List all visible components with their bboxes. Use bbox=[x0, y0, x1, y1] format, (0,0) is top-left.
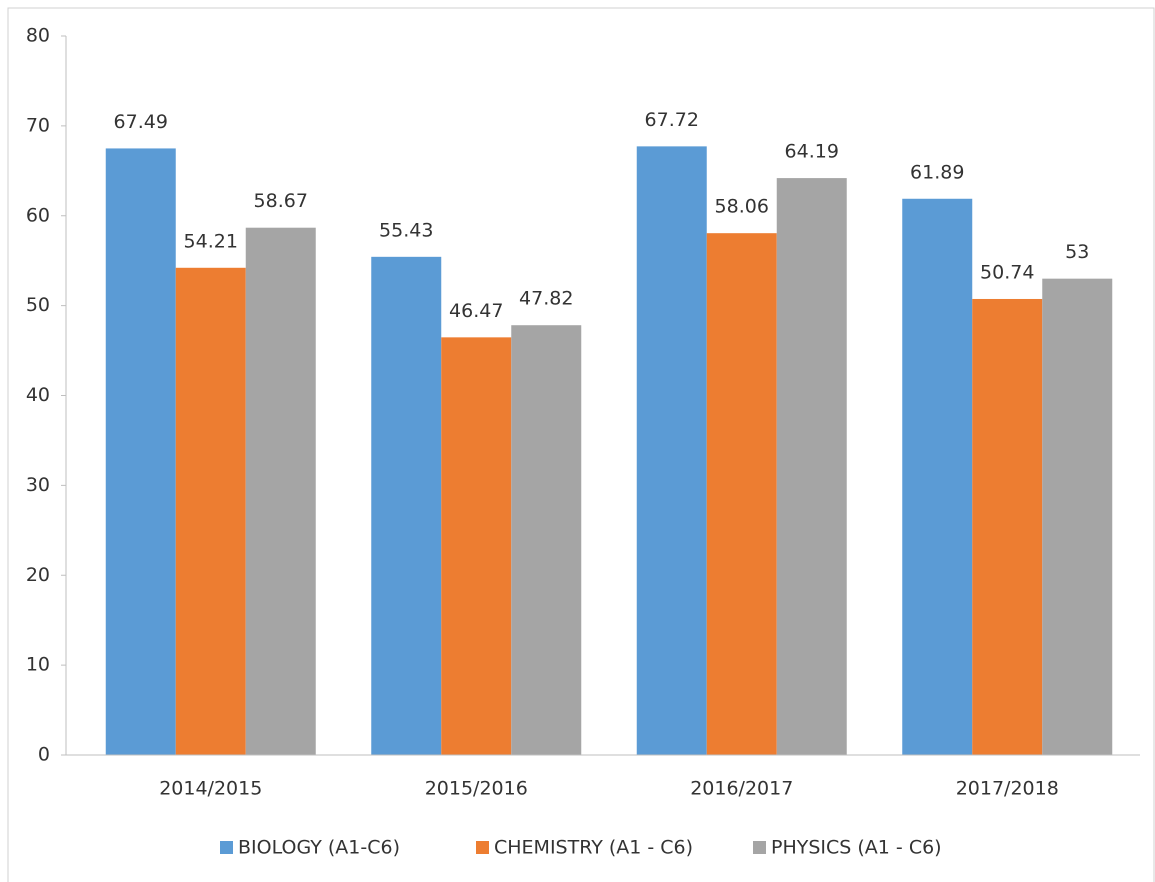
bar bbox=[636, 146, 707, 755]
bar bbox=[441, 337, 512, 755]
legend-swatch bbox=[753, 841, 766, 854]
bar bbox=[776, 178, 847, 755]
data-label: 64.19 bbox=[785, 141, 839, 163]
bar bbox=[1042, 278, 1113, 755]
data-label: 53 bbox=[1065, 241, 1089, 263]
x-tick-label: 2015/2016 bbox=[425, 778, 528, 800]
data-label: 47.82 bbox=[519, 288, 573, 310]
data-label: 58.06 bbox=[715, 196, 769, 218]
data-label: 67.72 bbox=[645, 109, 699, 131]
data-label: 50.74 bbox=[980, 261, 1034, 283]
bar bbox=[706, 233, 777, 756]
y-tick-label: 70 bbox=[26, 114, 50, 136]
bar bbox=[972, 298, 1043, 755]
legend-swatch bbox=[220, 841, 233, 854]
data-label: 54.21 bbox=[184, 230, 238, 252]
y-tick-label: 0 bbox=[38, 744, 50, 766]
legend-label: BIOLOGY (A1-C6) bbox=[238, 837, 400, 859]
bar bbox=[511, 325, 582, 755]
bar bbox=[902, 198, 973, 756]
x-tick-label: 2014/2015 bbox=[159, 778, 262, 800]
chart-frame bbox=[7, 7, 1155, 882]
y-tick-label: 40 bbox=[26, 384, 50, 406]
bar bbox=[105, 148, 176, 756]
legend-label: PHYSICS (A1 - C6) bbox=[771, 837, 942, 859]
data-label: 61.89 bbox=[910, 161, 964, 183]
data-label: 67.49 bbox=[114, 111, 168, 133]
bar bbox=[245, 227, 316, 755]
y-tick-label: 50 bbox=[26, 294, 50, 316]
x-tick-label: 2017/2018 bbox=[956, 778, 1059, 800]
y-tick-label: 10 bbox=[26, 654, 50, 676]
y-tick-label: 20 bbox=[26, 564, 50, 586]
data-label: 46.47 bbox=[449, 300, 503, 322]
bar bbox=[371, 256, 442, 755]
data-label: 55.43 bbox=[379, 219, 433, 241]
legend-label: CHEMISTRY (A1 - C6) bbox=[494, 837, 693, 859]
x-tick-label: 2016/2017 bbox=[690, 778, 793, 800]
y-tick-label: 30 bbox=[26, 474, 50, 496]
bar bbox=[175, 267, 246, 755]
data-label: 58.67 bbox=[254, 190, 308, 212]
y-tick-label: 60 bbox=[26, 204, 50, 226]
y-tick-label: 80 bbox=[26, 25, 50, 47]
legend-swatch bbox=[476, 841, 489, 854]
